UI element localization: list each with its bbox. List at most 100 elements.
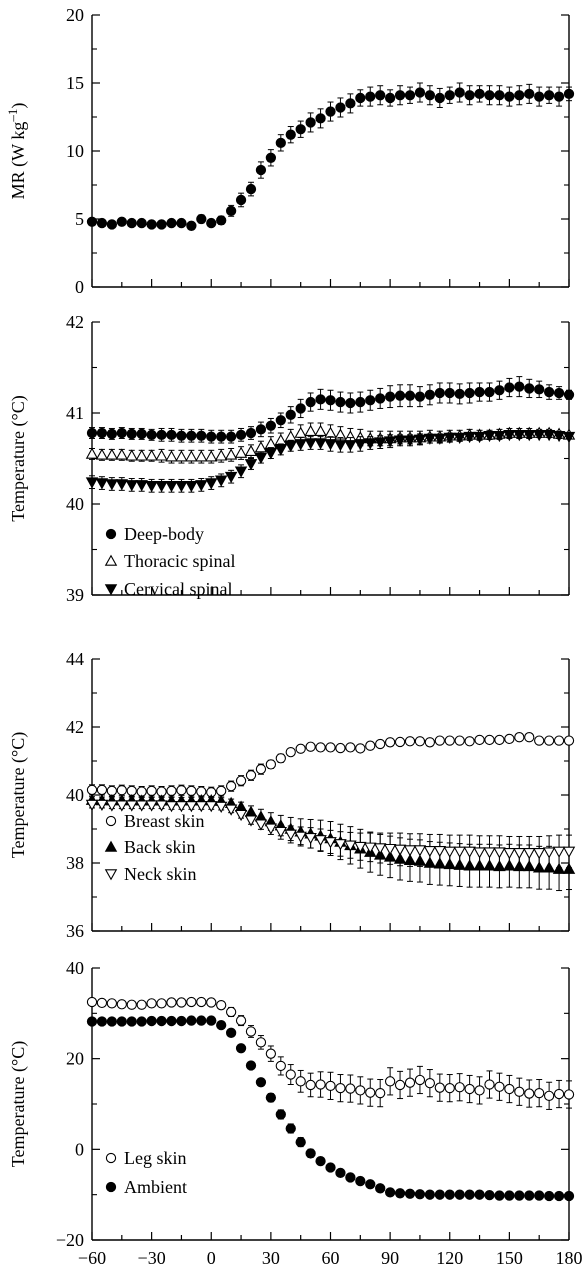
data-point xyxy=(254,441,268,453)
data-point xyxy=(434,735,445,746)
data-point xyxy=(234,800,248,812)
data-point xyxy=(245,427,257,439)
data-point xyxy=(106,219,118,230)
panel-core-temperatures: 39 40 41 42 Temperature (°C) Deep-body Thoraci… xyxy=(8,312,576,605)
data-point xyxy=(214,475,228,487)
y-tick-label: 40 xyxy=(66,958,84,978)
data-point xyxy=(86,996,98,1008)
data-point xyxy=(345,397,356,409)
data-point xyxy=(552,862,566,874)
data-point xyxy=(106,428,118,440)
series-breast-skin xyxy=(86,732,575,798)
data-point xyxy=(345,1083,356,1094)
data-point xyxy=(365,395,376,406)
data-point xyxy=(254,452,268,465)
data-point xyxy=(146,429,157,440)
data-point xyxy=(325,395,336,406)
data-point xyxy=(96,997,108,1009)
data-point xyxy=(95,448,109,460)
legend-marker xyxy=(104,554,118,566)
data-point xyxy=(534,735,545,746)
data-point xyxy=(135,800,148,812)
data-point xyxy=(504,1190,515,1201)
data-point xyxy=(454,87,465,98)
data-point xyxy=(165,450,178,462)
data-point xyxy=(95,799,109,811)
data-point xyxy=(116,427,127,439)
data-point xyxy=(245,770,257,781)
data-point xyxy=(314,835,327,847)
data-point xyxy=(225,205,237,216)
data-point xyxy=(275,415,286,426)
data-point xyxy=(463,431,476,444)
data-point xyxy=(464,387,475,399)
data-point xyxy=(365,1087,376,1098)
data-point xyxy=(553,1088,565,1100)
data-point xyxy=(86,784,98,796)
legend-label: Back skin xyxy=(124,837,196,857)
data-point xyxy=(375,393,386,404)
data-point xyxy=(166,217,177,229)
data-point xyxy=(394,736,406,748)
data-point xyxy=(424,90,436,101)
data-point xyxy=(196,1015,207,1026)
data-point xyxy=(315,113,326,124)
data-point xyxy=(532,430,546,442)
data-point xyxy=(155,449,168,461)
data-point xyxy=(552,846,566,858)
x-tick-label: 90 xyxy=(381,1248,399,1268)
data-point xyxy=(324,837,337,849)
data-point xyxy=(254,819,268,831)
y-tick-label: −20 xyxy=(56,1230,84,1250)
y-tick-label: 20 xyxy=(66,1049,84,1069)
data-point xyxy=(126,1016,137,1027)
data-point xyxy=(484,1189,495,1201)
data-point xyxy=(562,431,576,444)
data-point xyxy=(514,1086,525,1097)
data-point xyxy=(216,431,227,442)
data-point xyxy=(354,841,367,854)
data-point xyxy=(335,102,346,113)
data-point xyxy=(524,1190,535,1201)
data-point xyxy=(454,388,465,400)
data-point xyxy=(494,1081,505,1092)
data-point xyxy=(295,1136,306,1148)
data-point xyxy=(264,448,278,460)
data-point xyxy=(125,480,138,492)
data-point xyxy=(105,448,119,460)
data-point xyxy=(543,1090,555,1101)
legend: Leg skin Ambient xyxy=(105,1148,187,1197)
data-point xyxy=(473,847,486,859)
data-point xyxy=(464,1083,475,1095)
legend-marker xyxy=(104,840,118,852)
data-point xyxy=(106,998,118,1009)
data-point xyxy=(404,736,416,747)
data-point xyxy=(494,1190,505,1201)
data-point xyxy=(96,217,108,229)
data-point xyxy=(444,735,455,746)
data-point xyxy=(156,1015,167,1027)
data-point xyxy=(524,88,535,100)
data-point xyxy=(434,1082,445,1093)
data-point xyxy=(205,478,218,490)
data-point xyxy=(424,389,436,400)
data-point xyxy=(335,396,346,408)
data-point xyxy=(166,997,177,1008)
data-point xyxy=(206,217,217,229)
legend-label: Deep-body xyxy=(124,524,204,544)
data-point xyxy=(344,440,357,452)
data-point xyxy=(375,90,386,101)
data-point xyxy=(524,383,535,394)
data-point xyxy=(175,801,188,813)
data-point xyxy=(454,735,465,746)
data-point xyxy=(176,217,187,229)
data-point xyxy=(265,759,277,770)
panel-leg-and-ambient: −20 0 20 40 Temperature (°C) Leg skin Ambient −… xyxy=(8,958,583,1274)
data-point xyxy=(165,801,178,813)
data-point xyxy=(315,742,326,753)
data-point xyxy=(135,449,148,461)
data-point xyxy=(474,734,485,746)
data-point xyxy=(523,430,536,442)
data-point xyxy=(176,1015,187,1027)
data-point xyxy=(244,444,258,457)
